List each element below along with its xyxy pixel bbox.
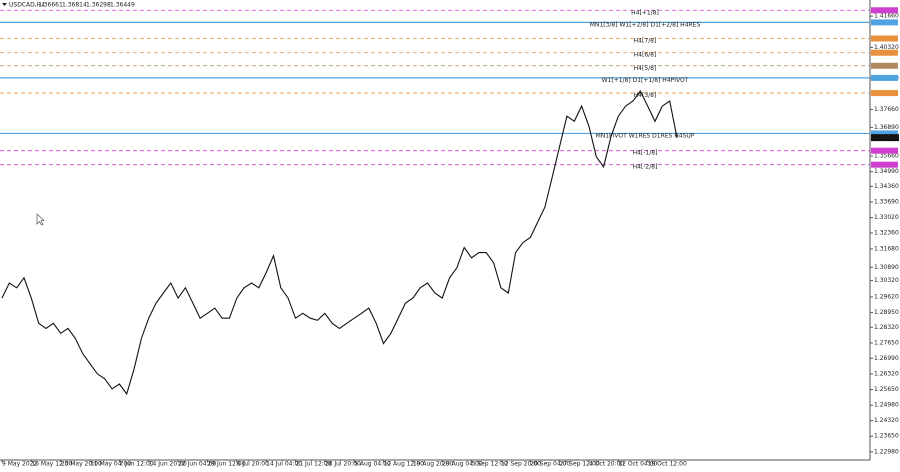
y-tick-label: 1.33020 — [874, 214, 899, 221]
y-tick-label: 1.30320 — [874, 277, 899, 284]
x-tick-label: 29 Aug 04:00 — [442, 461, 483, 468]
y-tick-label: 1.27650 — [874, 339, 899, 346]
level-tag — [871, 130, 898, 137]
x-tick-label: 19 Oct 12:00 — [648, 461, 687, 468]
y-tick-label: 1.28320 — [874, 324, 899, 331]
x-tick-label: 4 Oct 20:00 — [589, 461, 624, 468]
y-tick-label: 1.26990 — [874, 355, 899, 362]
close: 1.36449 — [110, 2, 135, 9]
y-tick-label: 1.37660 — [874, 106, 899, 113]
level-label: MN1PIVOT W1RES D1RES H4SUP — [596, 132, 695, 139]
last-price-label: 1.36449 — [873, 134, 898, 141]
level-tag — [871, 74, 898, 81]
x-tick-label: 22 Jun 04:00 — [178, 461, 216, 468]
x-tick-label: 14 Jul 04:00 — [266, 461, 302, 468]
x-tick-label: 20 Sep 04:00 — [530, 461, 570, 468]
level-label: W1[+1/8] D1[+1/8] H4PIVOT — [602, 77, 689, 84]
x-tick-label: 6 Jul 20:00 — [237, 461, 269, 468]
mouse-cursor — [36, 213, 45, 226]
x-tick-label: 12 Aug 12:00 — [384, 461, 425, 468]
x-tick-label: 5 Aug 04:00 — [354, 461, 391, 468]
symbol: USDCAD,H4 — [9, 2, 45, 9]
open: 1.36661 — [38, 2, 63, 9]
x-tick-label: 12 Oct 04:00 — [618, 461, 657, 468]
x-tick-label: 16 May 12:00 — [31, 461, 72, 468]
x-tick-label: 27 Sep 12:00 — [560, 461, 600, 468]
x-tick-label: 5 Sep 12:00 — [472, 461, 508, 468]
x-tick-label: 9 May 2022 — [2, 461, 37, 468]
y-tick-label: 1.36890 — [874, 124, 899, 131]
x-tick-label: 23 May 20:00 — [61, 461, 102, 468]
y-tick-label: 1.22980 — [874, 448, 899, 455]
level-tag — [871, 19, 898, 26]
y-tick-label: 1.30890 — [874, 264, 899, 271]
y-tick-label: 1.24980 — [874, 402, 899, 409]
level-label: H4[+1/8] — [631, 9, 659, 16]
x-tick-label: 29 Jun 12:00 — [207, 461, 245, 468]
x-tick-label: 28 Jul 20:00 — [325, 461, 361, 468]
y-tick-label: 1.24320 — [874, 417, 899, 424]
x-tick-label: 12 Sep 20:00 — [501, 461, 541, 468]
low: 1.36298 — [86, 2, 111, 9]
level-tag — [871, 90, 898, 97]
level-label: H4[6/8] — [634, 52, 657, 59]
y-tick-label: 1.34990 — [874, 168, 899, 175]
y-tick-label: 1.40320 — [874, 44, 899, 51]
y-tick-label: 1.33690 — [874, 199, 899, 206]
y-tick-label: 1.35660 — [874, 153, 899, 160]
x-tick-label: 31 May 04:00 — [90, 461, 131, 468]
level-tag — [871, 62, 898, 69]
y-tick-label: 1.23650 — [874, 433, 899, 440]
level-label: H4[-1/8] — [633, 150, 658, 157]
level-label: H4[7/8] — [634, 37, 657, 44]
x-tick-label: 7 Jun 12:00 — [119, 461, 153, 468]
y-tick-label: 1.26320 — [874, 370, 899, 377]
y-tick-label: 1.25650 — [874, 386, 899, 393]
plot: 1.22980 1.23650 1.24320 1.24980 1.25650 1.263… — [0, 7, 899, 468]
menu-arrow — [2, 3, 7, 6]
level-tag — [871, 7, 898, 14]
y-tick-label: 1.28950 — [874, 309, 899, 316]
x-tick-label: 19 Aug 20:00 — [413, 461, 454, 468]
level-tag — [871, 49, 898, 56]
y-tick-label: 1.41660 — [874, 13, 899, 20]
level-tag — [871, 147, 898, 154]
level-label: H4[-2/8] — [633, 164, 658, 171]
x-tick-label: 14 Jun 20:00 — [149, 461, 187, 468]
price-line — [1, 89, 678, 396]
x-tick-label: 21 Jul 12:00 — [295, 461, 331, 468]
last-price-tag — [871, 134, 899, 142]
level-tag — [871, 161, 898, 168]
level-label: H4[5/8] — [634, 65, 657, 72]
level-tag — [871, 35, 898, 42]
y-tick-label: 1.31680 — [874, 245, 899, 252]
y-tick-label: 1.32360 — [874, 230, 899, 237]
level-label: MN1[3/8] W1[+2/8] D1[+2/8] H4RES — [590, 21, 701, 28]
y-tick-label: 1.29620 — [874, 293, 899, 300]
level-label: H4[3/8] — [634, 92, 657, 99]
y-tick-label: 1.34360 — [874, 183, 899, 190]
high: 1.36814 — [62, 2, 87, 9]
